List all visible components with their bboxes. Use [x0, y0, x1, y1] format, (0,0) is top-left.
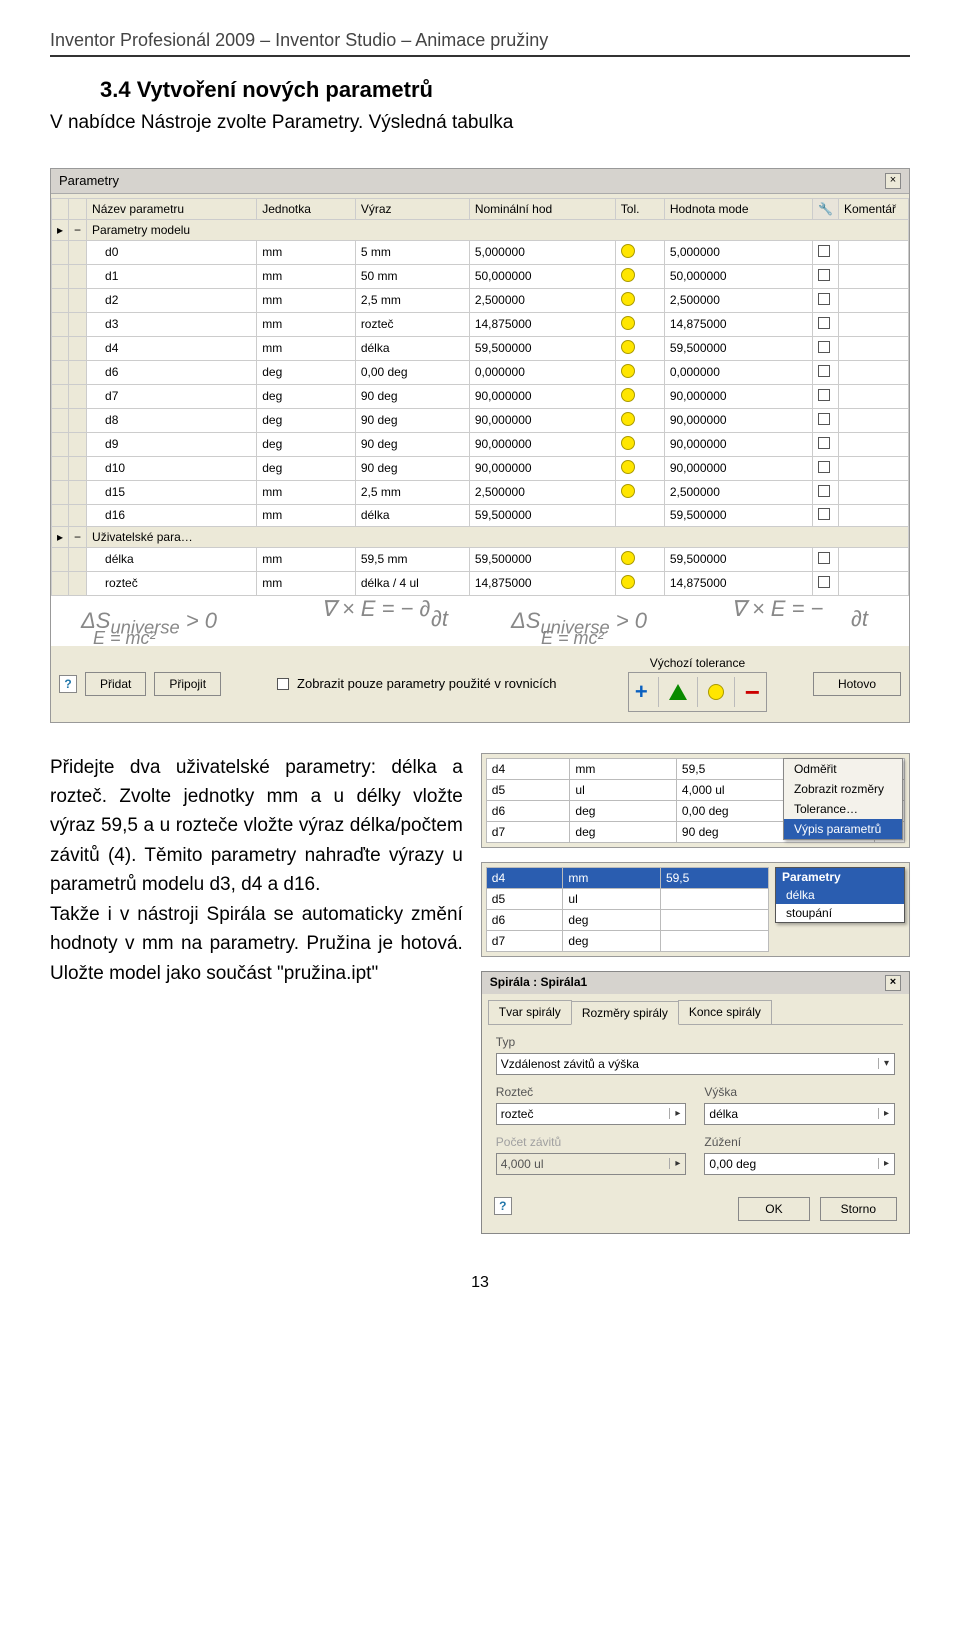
export-checkbox[interactable]	[818, 389, 830, 401]
group-row[interactable]: ▸−Parametry modelu	[52, 219, 909, 240]
mini-row[interactable]: d6deg	[486, 909, 768, 930]
context-menu-item[interactable]: Výpis parametrů	[784, 819, 902, 839]
export-checkbox[interactable]	[818, 461, 830, 473]
roztec-label: Rozteč	[496, 1085, 687, 1099]
table-row[interactable]: délkamm59,5 mm59,50000059,500000	[52, 547, 909, 571]
mini-grid-with-dropdown: d4mm59,5d5uld6degd7deg Parametry délkast…	[481, 862, 910, 957]
parameters-table: Název parametru Jednotka Výraz Nominální…	[51, 198, 909, 596]
pocet-label: Počet závitů	[496, 1135, 687, 1149]
dialog-title: Parametry	[59, 173, 119, 189]
context-menu-item[interactable]: Odměřit	[784, 759, 902, 779]
dropdown-item[interactable]: stoupání	[776, 904, 904, 922]
page-number: 13	[50, 1274, 910, 1292]
mini-grid-with-context: d4mm59,5d5ul4,000 uld6deg0,00 degd7deg90…	[481, 753, 910, 848]
typ-label: Typ	[496, 1035, 895, 1049]
export-checkbox[interactable]	[818, 293, 830, 305]
spirala-dialog: Spirála : Spirála1 × Tvar spirályRozměry…	[481, 971, 910, 1234]
arrow-right-icon[interactable]: ▸	[878, 1108, 894, 1119]
table-row[interactable]: d1mm50 mm50,00000050,000000	[52, 264, 909, 288]
arrow-right-icon[interactable]: ▸	[669, 1108, 685, 1119]
col-unit: Jednotka	[257, 198, 356, 219]
default-tolerance-label: Výchozí tolerance	[650, 656, 745, 670]
ok-button[interactable]: OK	[738, 1197, 809, 1221]
zuzeni-input[interactable]: ▸	[704, 1153, 895, 1175]
table-row[interactable]: d9deg90 deg90,00000090,000000	[52, 432, 909, 456]
mini-row[interactable]: d7deg	[486, 930, 768, 951]
default-tolerance-toolbar[interactable]: + −	[628, 672, 767, 712]
mini-row[interactable]: d5ul	[486, 888, 768, 909]
typ-select[interactable]: ▾	[496, 1053, 895, 1075]
roztec-input[interactable]: ▸	[496, 1103, 687, 1125]
export-checkbox[interactable]	[818, 365, 830, 377]
export-checkbox[interactable]	[818, 576, 830, 588]
export-checkbox[interactable]	[818, 413, 830, 425]
filter-checkbox[interactable]	[277, 678, 289, 690]
export-checkbox[interactable]	[818, 508, 830, 520]
tol-minus-icon[interactable]: −	[745, 686, 760, 698]
context-menu-item[interactable]: Tolerance…	[784, 799, 902, 819]
section-title: 3.4 Vytvoření nových parametrů	[100, 77, 910, 103]
col-expr: Výraz	[355, 198, 469, 219]
export-checkbox[interactable]	[818, 269, 830, 281]
table-row[interactable]: d16mmdélka59,50000059,500000	[52, 504, 909, 526]
storno-button[interactable]: Storno	[820, 1197, 897, 1221]
close-icon[interactable]: ×	[885, 173, 901, 189]
tab-konce-spirály[interactable]: Konce spirály	[678, 1000, 772, 1024]
header-rule	[50, 55, 910, 57]
pocet-input: ▸	[496, 1153, 687, 1175]
table-row[interactable]: roztečmmdélka / 4 ul14,87500014,875000	[52, 571, 909, 595]
context-menu-item[interactable]: Zobrazit rozměry	[784, 779, 902, 799]
table-row[interactable]: d15mm2,5 mm2,5000002,500000	[52, 480, 909, 504]
dropdown-item[interactable]: délka	[776, 886, 904, 904]
parametry-dropdown[interactable]: Parametry délkastoupání	[775, 867, 905, 923]
tol-triangle-icon[interactable]	[669, 684, 687, 700]
export-checkbox[interactable]	[818, 552, 830, 564]
col-name: Název parametru	[87, 198, 257, 219]
export-checkbox[interactable]	[818, 485, 830, 497]
table-row[interactable]: d3mmrozteč14,87500014,875000	[52, 312, 909, 336]
vyska-label: Výška	[704, 1085, 895, 1099]
tab-rozměry-spirály[interactable]: Rozměry spirály	[571, 1001, 679, 1025]
table-row[interactable]: d6deg0,00 deg0,0000000,000000	[52, 360, 909, 384]
export-checkbox[interactable]	[818, 437, 830, 449]
tol-plus-icon[interactable]: +	[635, 684, 648, 700]
export-checkbox[interactable]	[818, 341, 830, 353]
typ-value[interactable]	[497, 1055, 878, 1073]
col-mode: Hodnota mode	[664, 198, 812, 219]
filter-label: Zobrazit pouze parametry použité v rovni…	[297, 676, 556, 691]
help-icon[interactable]: ?	[59, 675, 77, 693]
vyska-input[interactable]: ▸	[704, 1103, 895, 1125]
table-row[interactable]: d7deg90 deg90,00000090,000000	[52, 384, 909, 408]
table-row[interactable]: d10deg90 deg90,00000090,000000	[52, 456, 909, 480]
col-nom: Nominální hod	[469, 198, 615, 219]
table-row[interactable]: d0mm5 mm5,0000005,000000	[52, 240, 909, 264]
zuzeni-label: Zúžení	[704, 1135, 895, 1149]
add-button[interactable]: Přidat	[85, 672, 146, 696]
table-row[interactable]: d2mm2,5 mm2,5000002,500000	[52, 288, 909, 312]
intro-text: V nabídce Nástroje zvolte Parametry. Výs…	[50, 109, 910, 138]
export-checkbox[interactable]	[818, 245, 830, 257]
done-button[interactable]: Hotovo	[813, 672, 901, 696]
tol-circle-icon[interactable]	[708, 684, 724, 700]
close-icon[interactable]: ×	[885, 975, 901, 991]
table-row[interactable]: d8deg90 deg90,00000090,000000	[52, 408, 909, 432]
mini-row-selected[interactable]: d4mm59,5	[486, 867, 768, 888]
spirala-title: Spirála : Spirála1	[490, 975, 587, 991]
col-comm: Komentář	[839, 198, 909, 219]
dropdown-title: Parametry	[776, 868, 904, 886]
parameters-dialog: Parametry × Název parametru Jednotka Výr…	[50, 168, 910, 723]
col-tol: Tol.	[615, 198, 664, 219]
page-header: Inventor Profesionál 2009 – Inventor Stu…	[50, 30, 910, 51]
attach-button[interactable]: Připojit	[154, 672, 221, 696]
context-menu[interactable]: OdměřitZobrazit rozměryTolerance…Výpis p…	[783, 758, 903, 840]
group-row[interactable]: ▸−Uživatelské para…	[52, 526, 909, 547]
body-text: Přidejte dva uživatelské para­metry: dél…	[50, 753, 463, 1234]
tab-tvar-spirály[interactable]: Tvar spirály	[488, 1000, 572, 1024]
help-icon[interactable]: ?	[494, 1197, 512, 1215]
chevron-down-icon[interactable]: ▾	[878, 1058, 894, 1069]
table-row[interactable]: d4mmdélka59,50000059,500000	[52, 336, 909, 360]
export-checkbox[interactable]	[818, 317, 830, 329]
arrow-right-icon[interactable]: ▸	[878, 1158, 894, 1169]
